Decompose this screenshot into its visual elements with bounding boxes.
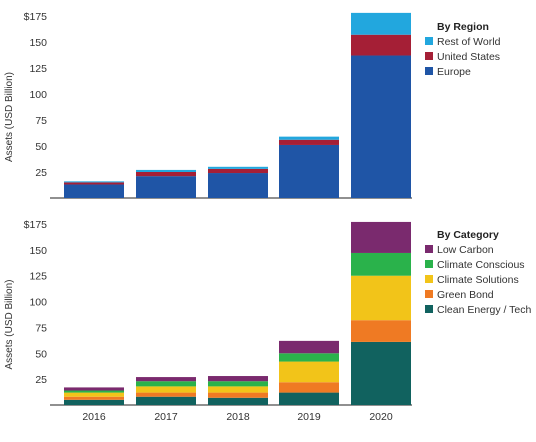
- bar-1-2016-rest-of-world: [64, 181, 124, 183]
- y-tick-label-1-4: 125: [29, 63, 47, 75]
- bar-2-2017-clean-energy-tech: [136, 396, 196, 405]
- y-tick-label-1-6: $175: [24, 11, 48, 23]
- bar-2-2019-green-bond: [279, 382, 339, 393]
- bar-1-2019-europe: [279, 144, 339, 198]
- bar-2-2018-green-bond: [208, 392, 268, 398]
- y-tick-label-2-4: 125: [29, 271, 47, 283]
- legend-title-2: By Category: [437, 229, 499, 241]
- bar-1-2019-rest-of-world: [279, 136, 339, 140]
- bar-1-2018-rest-of-world: [208, 166, 268, 169]
- legend-swatch-clean-energy-tech: [425, 305, 433, 313]
- bar-1-2020-rest-of-world: [351, 12, 411, 35]
- y-tick-label-2-1: 50: [35, 348, 47, 360]
- x-tick-label-2018: 2018: [226, 411, 250, 423]
- bar-2-2017-green-bond: [136, 392, 196, 397]
- bar-2-2016-climate-conscious: [64, 390, 124, 393]
- legend-label-low-carbon: Low Carbon: [437, 244, 494, 256]
- legend-swatch-united-states: [425, 52, 433, 60]
- x-tick-label-2016: 2016: [82, 411, 106, 423]
- bar-2-2018-clean-energy-tech: [208, 397, 268, 405]
- legend-swatch-rest-of-world: [425, 37, 433, 45]
- legend-label-clean-energy-tech: Clean Energy / Tech: [437, 304, 532, 316]
- bar-1-2017-rest-of-world: [136, 169, 196, 172]
- x-tick-label-2017: 2017: [154, 411, 178, 423]
- legend-swatch-climate-solutions: [425, 275, 433, 283]
- x-tick-label-2020: 2020: [369, 411, 393, 423]
- legend-swatch-climate-conscious: [425, 260, 433, 268]
- y-tick-label-1-5: 150: [29, 37, 47, 49]
- bar-2-2018-climate-solutions: [208, 386, 268, 393]
- bar-2-2020-clean-energy-tech: [351, 341, 411, 405]
- bar-2-2019-climate-conscious: [279, 353, 339, 362]
- y-tick-label-2-5: 150: [29, 245, 47, 257]
- y-axis-label-1: Assets (USD Billion): [4, 72, 15, 162]
- bar-1-2016-united-states: [64, 182, 124, 185]
- bar-2-2019-climate-solutions: [279, 361, 339, 383]
- bar-2-2020-climate-conscious: [351, 252, 411, 276]
- y-tick-label-2-3: 100: [29, 297, 47, 309]
- legend-swatch-europe: [425, 67, 433, 75]
- bar-2-2020-climate-solutions: [351, 275, 411, 321]
- bar-2-2016-climate-solutions: [64, 392, 124, 397]
- y-tick-label-2-0: 25: [35, 374, 47, 386]
- bar-2-2019-clean-energy-tech: [279, 392, 339, 405]
- legend-swatch-low-carbon: [425, 245, 433, 253]
- bar-1-2017-united-states: [136, 172, 196, 177]
- legend-label-climate-solutions: Climate Solutions: [437, 274, 519, 286]
- bar-1-2017-europe: [136, 176, 196, 198]
- bar-2-2017-climate-solutions: [136, 386, 196, 393]
- bar-2-2020-green-bond: [351, 320, 411, 342]
- legend-label-green-bond: Green Bond: [437, 289, 494, 301]
- legend-label-united-states: United States: [437, 51, 500, 63]
- legend-label-europe: Europe: [437, 66, 471, 78]
- bar-2-2020-low-carbon: [351, 221, 411, 253]
- bar-1-2018-united-states: [208, 168, 268, 174]
- y-tick-label-1-0: 25: [35, 167, 47, 179]
- y-tick-label-1-2: 75: [35, 115, 47, 127]
- bar-2-2016-clean-energy-tech: [64, 399, 124, 405]
- bar-2-2017-low-carbon: [136, 377, 196, 382]
- bar-2-2016-low-carbon: [64, 387, 124, 391]
- y-tick-label-1-3: 100: [29, 89, 47, 101]
- y-axis-label-2: Assets (USD Billion): [4, 279, 15, 369]
- bar-2-2018-low-carbon: [208, 376, 268, 382]
- bar-1-2019-united-states: [279, 139, 339, 145]
- y-tick-label-2-2: 75: [35, 322, 47, 334]
- legend-swatch-green-bond: [425, 290, 433, 298]
- bar-1-2020-united-states: [351, 34, 411, 56]
- bar-1-2018-europe: [208, 173, 268, 198]
- bar-2-2018-climate-conscious: [208, 381, 268, 387]
- bar-2-2016-green-bond: [64, 396, 124, 400]
- bar-1-2020-europe: [351, 55, 411, 198]
- y-tick-label-2-6: $175: [24, 219, 48, 231]
- y-tick-label-1-1: 50: [35, 141, 47, 153]
- legend-title-1: By Region: [437, 21, 489, 33]
- legend-label-rest-of-world: Rest of World: [437, 36, 501, 48]
- bar-2-2019-low-carbon: [279, 340, 339, 354]
- x-tick-label-2019: 2019: [297, 411, 321, 423]
- bar-1-2016-europe: [64, 184, 124, 198]
- legend-label-climate-conscious: Climate Conscious: [437, 259, 525, 271]
- bar-2-2017-climate-conscious: [136, 381, 196, 387]
